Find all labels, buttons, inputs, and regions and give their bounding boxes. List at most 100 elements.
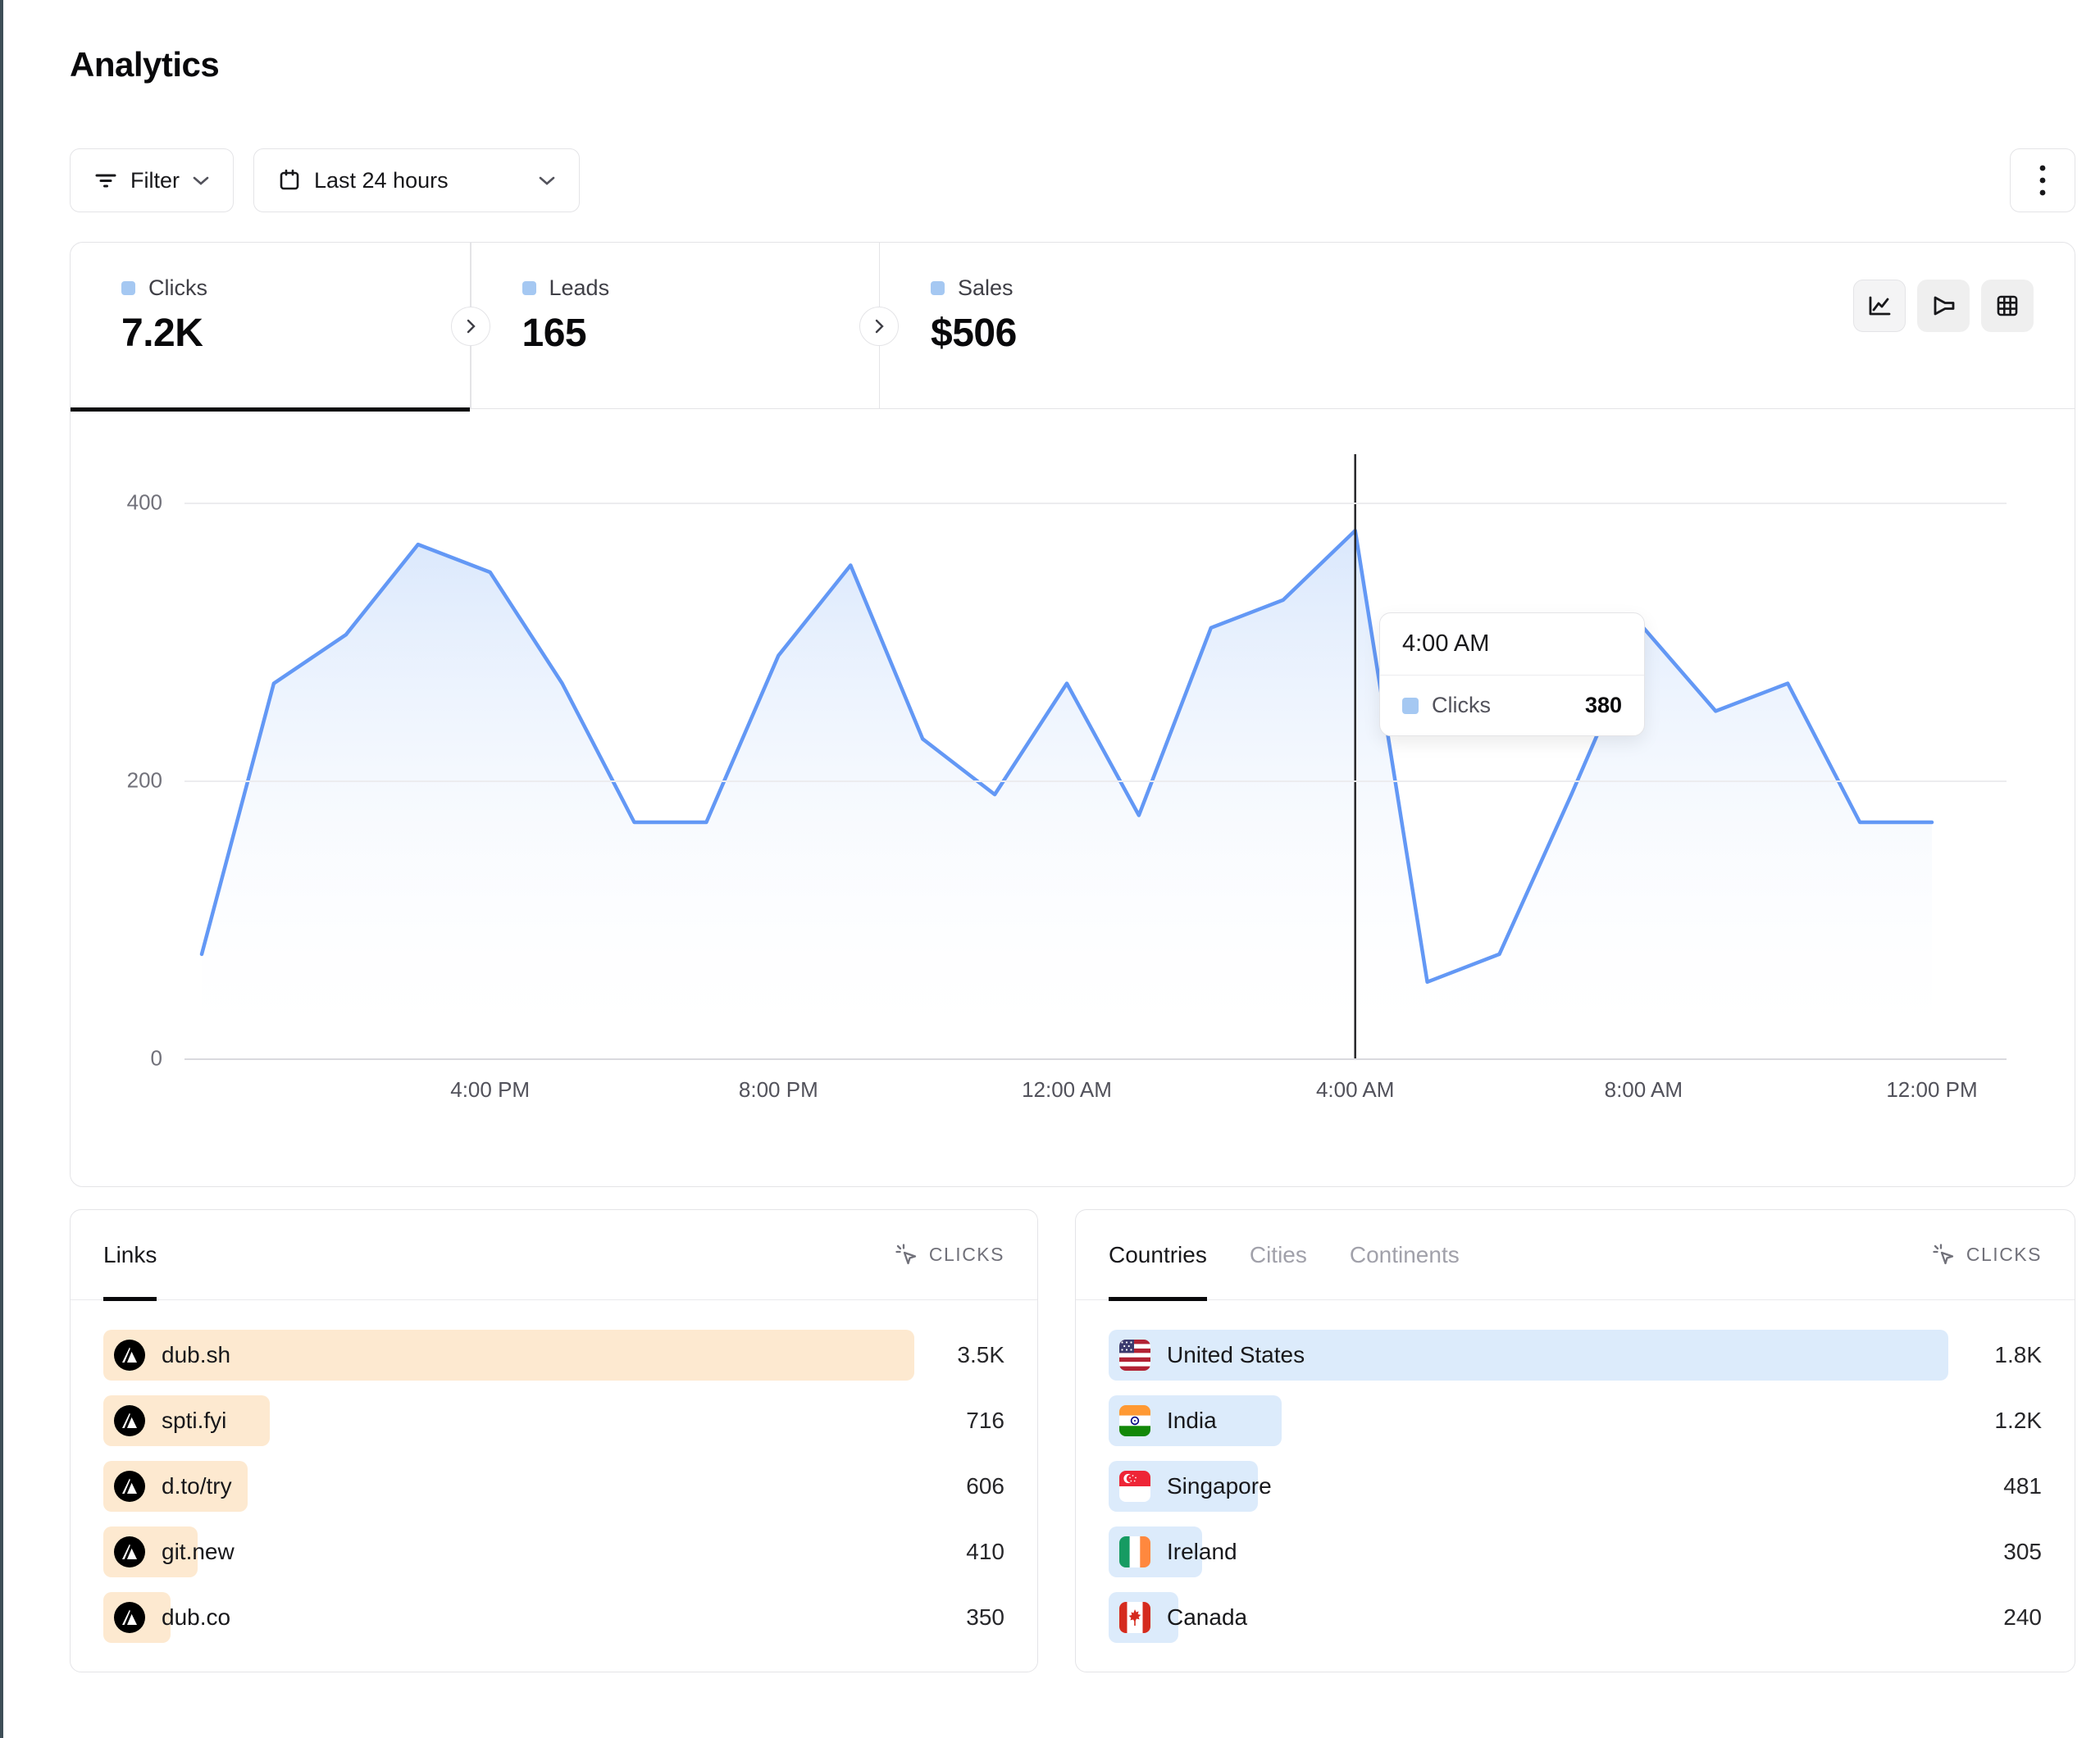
link-clicks-count: 350 (966, 1604, 1004, 1630)
link-clicks-count: 3.5K (957, 1342, 1004, 1367)
expand-sales-button[interactable] (859, 307, 900, 346)
stat-tab-leads[interactable]: Leads 165 (471, 243, 879, 408)
countries-panel: Countries Cities Continents CLICKS United … (1075, 1209, 2075, 1672)
funnel-icon (1934, 296, 1955, 316)
country-clicks-count: 240 (2003, 1604, 2042, 1630)
clicks-legend-swatch (121, 281, 135, 295)
filter-icon (93, 168, 118, 193)
chevron-right-icon (876, 319, 884, 334)
link-label: spti.fyi (162, 1408, 227, 1433)
chart-gridline (184, 1058, 2007, 1060)
link-row[interactable]: spti.fyi 716 (103, 1395, 1004, 1446)
sales-legend-swatch (931, 281, 945, 295)
cursor-click-icon (895, 1243, 917, 1264)
ie-flag-icon (1119, 1536, 1150, 1567)
filter-button[interactable]: Filter (70, 148, 234, 212)
x-axis-tick-label: 4:00 AM (1315, 1077, 1395, 1102)
country-clicks-count: 1.8K (1994, 1342, 2042, 1367)
more-options-button[interactable] (2010, 148, 2075, 212)
funnel-view-button[interactable] (1917, 280, 1970, 332)
dub-logo-icon (114, 1602, 145, 1633)
country-label: India (1167, 1408, 1217, 1433)
value-bar (103, 1330, 915, 1381)
tooltip-time: 4:00 AM (1380, 613, 1644, 676)
tab-continents[interactable]: Continents (1349, 1241, 1460, 1267)
date-range-button[interactable]: Last 24 hours (253, 148, 580, 212)
window-edge (0, 0, 3, 1738)
x-axis-tick-label: 12:00 PM (1886, 1077, 1978, 1102)
link-row[interactable]: git.new 410 (103, 1526, 1004, 1577)
analytics-card: Clicks 7.2K Leads 165 (70, 242, 2075, 1187)
dub-logo-icon (114, 1405, 145, 1436)
stat-divider (859, 243, 900, 408)
country-label: Singapore (1167, 1473, 1272, 1499)
tooltip-series-swatch (1402, 697, 1419, 714)
dub-logo-icon (114, 1340, 145, 1371)
countries-metric-label: CLICKS (1966, 1244, 2042, 1265)
stat-tab-clicks[interactable]: Clicks 7.2K (71, 243, 470, 412)
kebab-icon (2039, 163, 2047, 198)
line-chart-view-button[interactable] (1853, 280, 1906, 332)
link-row[interactable]: d.to/try 606 (103, 1461, 1004, 1512)
sg-flag-icon (1119, 1471, 1150, 1502)
country-row[interactable]: United States 1.8K (1109, 1330, 2042, 1381)
stat-leads-value: 165 (522, 312, 587, 355)
area-chart-plot[interactable] (194, 454, 2007, 1058)
chart-gridline (184, 503, 2007, 504)
table-view-button[interactable] (1981, 280, 2034, 332)
link-clicks-count: 606 (966, 1473, 1004, 1499)
chart-tooltip: 4:00 AM Clicks 380 (1379, 612, 1645, 736)
link-label: dub.sh (162, 1342, 231, 1367)
link-row[interactable]: dub.sh 3.5K (103, 1330, 1004, 1381)
link-row[interactable]: dub.co 350 (103, 1592, 1004, 1643)
in-flag-icon (1119, 1405, 1150, 1436)
stat-tab-sales[interactable]: Sales $506 (880, 243, 2075, 408)
value-bar (1109, 1330, 1949, 1381)
country-clicks-count: 305 (2003, 1539, 2042, 1564)
x-axis-tick-label: 4:00 PM (450, 1077, 531, 1102)
chart-gridline (184, 780, 2007, 782)
link-clicks-count: 716 (966, 1408, 1004, 1433)
table-grid-icon (1997, 295, 2018, 316)
link-label: dub.co (162, 1604, 231, 1630)
country-row[interactable]: Canada 240 (1109, 1592, 2042, 1643)
stats-row: Clicks 7.2K Leads 165 (71, 243, 2075, 412)
countries-panel-header: Countries Cities Continents CLICKS (1076, 1210, 2075, 1301)
breakdown-panels: Links CLICKS dub.sh 3.5K spti.fyi 716 d.to/t… (70, 1209, 2075, 1672)
links-panel-header: Links CLICKS (71, 1210, 1037, 1301)
link-clicks-count: 410 (966, 1539, 1004, 1564)
expand-leads-button[interactable] (450, 307, 490, 346)
country-clicks-count: 1.2K (1994, 1408, 2042, 1433)
chevron-down-icon (538, 175, 556, 186)
stat-sales-label: Sales (958, 275, 1014, 300)
us-flag-icon (1119, 1340, 1150, 1371)
stat-sales-value: $506 (931, 312, 1017, 355)
leads-legend-swatch (522, 281, 536, 295)
stat-clicks-value: 7.2K (121, 312, 203, 355)
x-axis-tick-label: 8:00 AM (1604, 1077, 1683, 1102)
x-axis-tick-label: 8:00 PM (738, 1077, 818, 1102)
link-label: git.new (162, 1539, 235, 1564)
cursor-click-icon (1933, 1243, 1954, 1264)
links-panel: Links CLICKS dub.sh 3.5K spti.fyi 716 d.to/t… (70, 1209, 1038, 1672)
tab-countries[interactable]: Countries (1109, 1210, 1207, 1301)
countries-list: United States 1.8K India 1.2K Singapore 481 Ir… (1076, 1300, 2075, 1643)
date-range-label: Last 24 hours (314, 167, 449, 193)
tooltip-series-label: Clicks (1432, 693, 1491, 717)
analytics-page: Analytics Filter Last 24 hours (70, 0, 2075, 1672)
stat-clicks-label: Clicks (148, 275, 207, 300)
links-metric[interactable]: CLICKS (895, 1243, 1004, 1267)
links-metric-label: CLICKS (928, 1244, 1004, 1265)
tab-cities[interactable]: Cities (1249, 1241, 1307, 1267)
country-row[interactable]: Singapore 481 (1109, 1461, 2042, 1512)
y-axis-tick-label: 0 (150, 1045, 162, 1071)
y-axis-tick-label: 400 (126, 489, 162, 515)
country-row[interactable]: Ireland 305 (1109, 1526, 2042, 1577)
ca-flag-icon (1119, 1602, 1150, 1633)
links-list: dub.sh 3.5K spti.fyi 716 d.to/try 606 git.new 4… (71, 1300, 1037, 1643)
clicks-area-chart[interactable]: 4:00 AM Clicks 380 0 200 400 4:00 PM 8:00 PM… (71, 409, 2075, 1186)
stat-leads-label: Leads (549, 275, 610, 300)
countries-metric[interactable]: CLICKS (1932, 1243, 2042, 1267)
country-row[interactable]: India 1.2K (1109, 1395, 2042, 1446)
tab-links[interactable]: Links (103, 1210, 157, 1301)
